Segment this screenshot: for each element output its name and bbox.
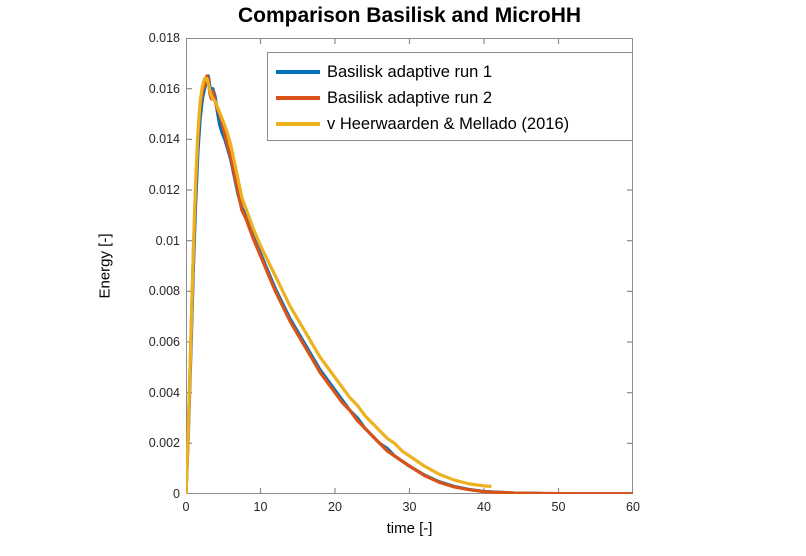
- legend-box: Basilisk adaptive run 1 Basilisk adaptive…: [267, 52, 633, 141]
- y-tick-label: 0: [173, 487, 180, 501]
- legend-label: v Heerwaarden & Mellado (2016): [327, 114, 570, 133]
- y-tick-label: 0.004: [148, 385, 180, 400]
- y-axis-tick-labels: 0 0.002 0.004 0.006 0.008 0.01 0.012 0.014 0.016…: [128, 31, 180, 501]
- chart-title: Comparison Basilisk and MicroHH: [237, 4, 582, 27]
- legend-entry[interactable]: Basilisk adaptive run 1: [276, 59, 492, 85]
- y-axis-label: Energy [-]: [96, 233, 114, 299]
- legend-color-swatch: [276, 96, 320, 100]
- x-tick-label: 20: [328, 500, 342, 514]
- y-tick-label: 0.006: [148, 335, 180, 349]
- series-lines: [186, 38, 633, 494]
- x-tick-label: 50: [551, 500, 566, 514]
- legend-label: Basilisk adaptive run 1: [327, 62, 493, 81]
- x-axis-tick-labels: 0 10 20 30 40 50 60: [182, 500, 640, 520]
- legend-label: Basilisk adaptive run 2: [327, 88, 493, 107]
- x-tick-label: 30: [402, 500, 417, 514]
- x-axis-label: time [-]: [386, 520, 433, 537]
- legend-color-swatch: [276, 122, 320, 126]
- y-tick-label: 0.016: [148, 81, 180, 96]
- x-tick-label: 10: [253, 500, 268, 514]
- series-line: [186, 74, 633, 494]
- legend-entry[interactable]: Basilisk adaptive run 2: [276, 85, 492, 111]
- legend-color-swatch: [276, 70, 320, 74]
- legend-entry[interactable]: v Heerwaarden & Mellado (2016): [276, 111, 569, 137]
- x-tick-label: 0: [182, 500, 190, 514]
- x-tick-label: 40: [477, 500, 491, 514]
- y-tick-label: 0.008: [148, 284, 180, 299]
- y-tick-label: 0.01: [155, 233, 180, 248]
- y-tick-label: 0.002: [148, 436, 180, 451]
- series-line: [186, 76, 492, 494]
- y-tick-label: 0.014: [148, 132, 180, 147]
- y-tick-label: 0.018: [148, 31, 180, 45]
- x-tick-label: 60: [626, 500, 640, 514]
- y-tick-label: 0.012: [148, 183, 180, 197]
